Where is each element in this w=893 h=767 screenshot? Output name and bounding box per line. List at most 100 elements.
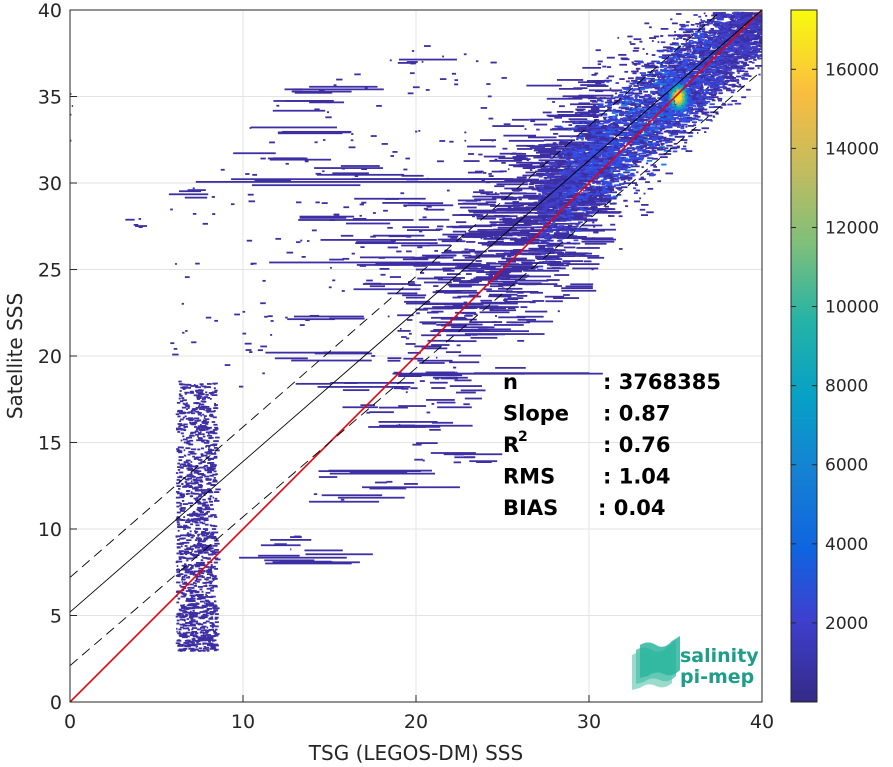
density-cell	[562, 165, 567, 168]
density-cell	[622, 167, 628, 170]
density-cell	[621, 164, 629, 167]
density-cell	[677, 130, 684, 133]
density-cell	[557, 154, 563, 157]
density-cell	[736, 70, 745, 72]
density-cell	[729, 74, 733, 77]
density-cell	[644, 22, 650, 25]
density-cell	[464, 397, 482, 400]
density-heatmap	[70, 11, 762, 652]
density-cell	[674, 55, 678, 58]
density-cell	[703, 62, 707, 65]
density-cell	[652, 109, 657, 112]
density-cell	[722, 29, 727, 32]
density-cell	[680, 125, 685, 128]
density-cell	[685, 125, 688, 128]
density-cell	[598, 199, 603, 202]
density-cell	[647, 153, 652, 156]
density-cell	[526, 145, 563, 148]
density-cell	[660, 143, 664, 146]
density-cell	[513, 189, 520, 192]
density-cell	[593, 225, 596, 228]
density-cell	[635, 189, 640, 192]
density-cell	[603, 146, 611, 148]
density-cell	[570, 252, 589, 255]
density-cell	[494, 158, 498, 161]
density-cell	[688, 70, 692, 73]
density-cell	[737, 12, 745, 15]
density-cell	[634, 60, 640, 63]
density-cell	[636, 139, 643, 142]
density-cell	[694, 107, 697, 110]
density-cell	[483, 155, 506, 158]
density-cell	[534, 249, 563, 252]
density-cell	[542, 111, 552, 114]
density-cell	[525, 206, 549, 209]
density-cell	[592, 170, 596, 172]
density-cell	[531, 174, 549, 177]
density-cell	[660, 148, 666, 151]
density-cell	[606, 166, 611, 169]
density-cell	[641, 118, 647, 121]
density-cell	[568, 95, 578, 98]
density-cell	[652, 106, 658, 109]
density-cell	[743, 17, 750, 20]
density-cell	[622, 120, 627, 123]
density-cell	[559, 214, 566, 217]
density-cell	[736, 81, 740, 84]
density-cell	[740, 61, 748, 64]
density-cell	[715, 43, 719, 46]
density-cell	[510, 282, 542, 285]
density-cell	[566, 219, 572, 222]
density-cell	[619, 63, 627, 66]
density-cell	[603, 79, 612, 82]
density-cell	[724, 87, 731, 90]
density-cell	[729, 42, 735, 45]
density-cell	[684, 52, 690, 55]
density-cell	[635, 98, 638, 100]
density-cell	[526, 159, 529, 162]
density-cell	[582, 182, 587, 185]
density-cell	[511, 266, 539, 269]
density-cell	[429, 381, 448, 384]
density-cell	[554, 166, 561, 169]
density-cell	[715, 112, 719, 115]
density-cell	[704, 31, 712, 34]
density-cell	[734, 44, 739, 47]
density-cell	[702, 111, 705, 114]
density-cell	[406, 229, 441, 231]
density-cell	[426, 205, 432, 208]
density-cell	[437, 238, 463, 241]
density-cell	[446, 334, 472, 337]
density-cell	[518, 196, 537, 199]
density-cell	[617, 94, 623, 97]
density-cell	[610, 133, 618, 136]
density-cell	[631, 83, 635, 85]
density-cell	[602, 116, 607, 119]
density-cell	[595, 80, 603, 82]
density-cell	[594, 108, 600, 111]
density-cell	[465, 233, 501, 236]
density-cell	[645, 162, 649, 165]
density-cell	[601, 155, 607, 158]
density-cell	[730, 91, 735, 94]
density-cell	[656, 137, 665, 139]
density-cell	[727, 36, 732, 39]
density-cell	[609, 87, 612, 90]
density-cell	[625, 136, 632, 139]
density-cell	[648, 120, 651, 123]
density-cell	[559, 208, 562, 211]
density-cell	[567, 252, 577, 254]
density-cell	[525, 275, 552, 278]
density-cell	[539, 219, 542, 222]
density-cell	[666, 66, 670, 69]
density-cell	[736, 75, 742, 78]
density-cell	[701, 127, 709, 130]
density-cell	[623, 171, 630, 174]
density-cell	[464, 131, 467, 134]
density-cell	[661, 110, 668, 112]
density-cell	[655, 105, 663, 108]
density-cell	[710, 82, 717, 85]
density-cell	[672, 61, 678, 64]
density-cell	[618, 106, 622, 109]
density-cell	[577, 96, 597, 99]
